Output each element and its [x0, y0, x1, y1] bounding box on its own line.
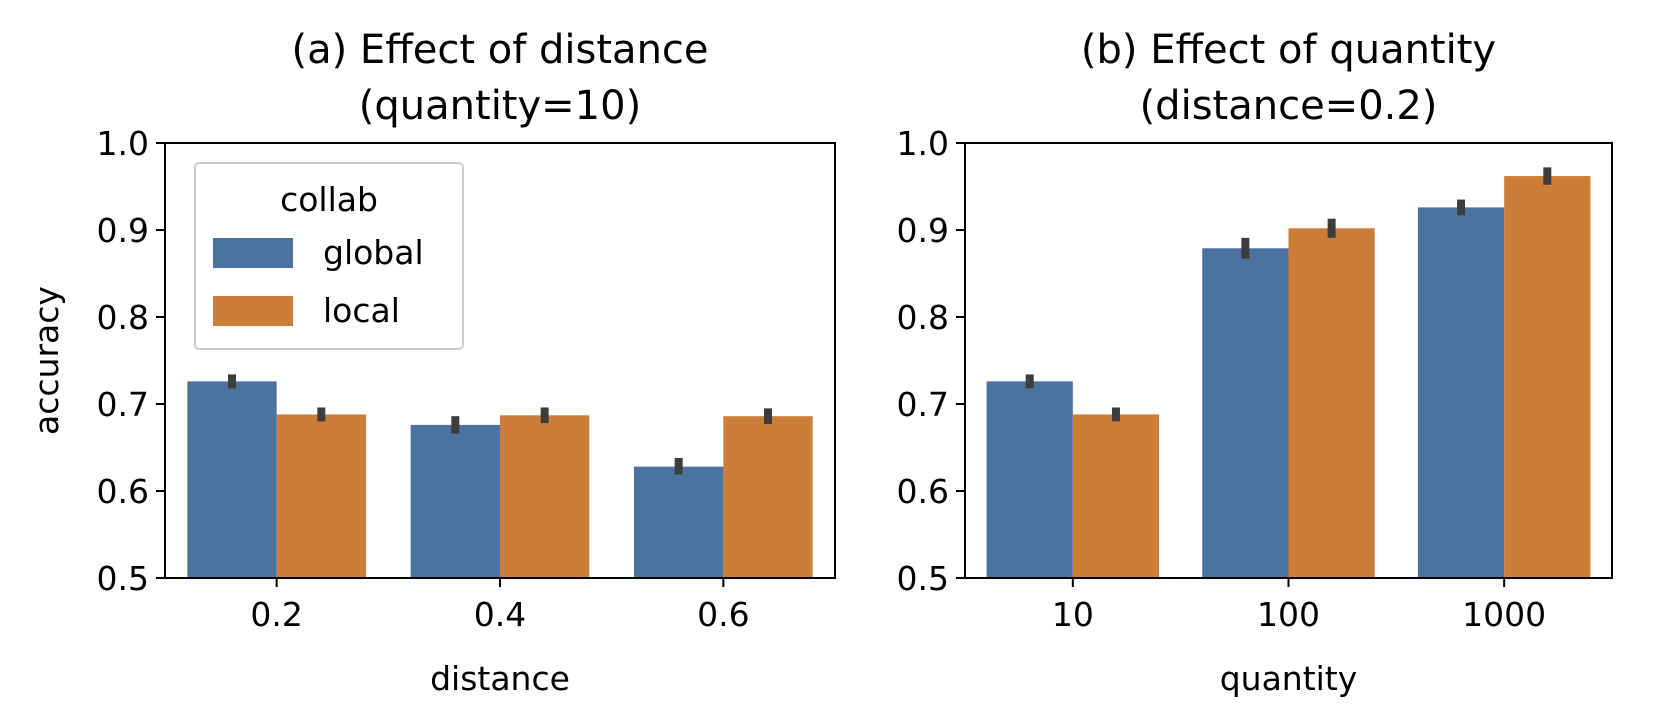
bar-local-0.2 [276, 414, 366, 578]
bar-global-0.6 [634, 466, 724, 578]
legend-swatch-local [213, 296, 293, 326]
chart-title-line-2: (distance=0.2) [1140, 83, 1438, 129]
x-tick-label: 0.2 [250, 595, 302, 634]
chart-title-line-1: (b) Effect of quantity [1081, 27, 1496, 73]
bar-global-10 [986, 381, 1073, 578]
bar-global-1000 [1417, 207, 1505, 578]
y-tick-label: 0.5 [897, 559, 949, 598]
legend-title: collab [280, 180, 378, 219]
y-tick-label: 0.9 [897, 211, 949, 250]
bar-global-0.2 [187, 381, 277, 578]
legend-label-local: local [323, 291, 400, 330]
bar-local-0.6 [723, 416, 813, 578]
chart-title-line-1: (a) Effect of distance [291, 27, 708, 73]
y-tick-label: 0.6 [97, 472, 149, 511]
bar-local-100 [1288, 228, 1375, 578]
bar-global-100 [1202, 248, 1289, 578]
y-axis-label: accuracy [27, 286, 66, 435]
y-tick-label: 0.7 [897, 385, 949, 424]
x-tick-label: 1000 [1462, 595, 1546, 634]
x-axis-label: distance [430, 659, 570, 698]
legend: collab global local [194, 162, 464, 350]
y-tick-label: 1.0 [897, 124, 949, 163]
y-tick-label: 0.5 [97, 559, 149, 598]
y-tick-label: 1.0 [97, 124, 149, 163]
x-tick-label: 0.4 [474, 595, 526, 634]
x-tick-label: 0.6 [697, 595, 749, 634]
x-tick-label: 10 [1052, 595, 1094, 634]
panel-b: 0.5 0.6 0.7 0.8 0.9 1.0 10 100 1000 quantity (b) E… [897, 27, 1613, 698]
y-tick-label: 0.8 [97, 298, 149, 337]
bar-global-0.4 [410, 424, 500, 578]
legend-label-global: global [323, 233, 424, 272]
y-tick-label: 0.9 [97, 211, 149, 250]
legend-swatch-global [213, 238, 293, 268]
y-tick-label: 0.7 [97, 385, 149, 424]
y-tick-label: 0.8 [897, 298, 949, 337]
bar-local-1000 [1504, 176, 1591, 578]
bar-local-0.4 [500, 415, 590, 578]
y-tick-label: 0.6 [897, 472, 949, 511]
bar-local-10 [1072, 414, 1160, 578]
panel-a: 0.5 0.6 0.7 0.8 0.9 1.0 0.2 0.4 0.6 distance accur… [27, 27, 836, 698]
x-tick-label: 100 [1257, 595, 1320, 634]
chart-title-line-2: (quantity=10) [359, 83, 641, 129]
x-axis-label: quantity [1220, 659, 1358, 698]
